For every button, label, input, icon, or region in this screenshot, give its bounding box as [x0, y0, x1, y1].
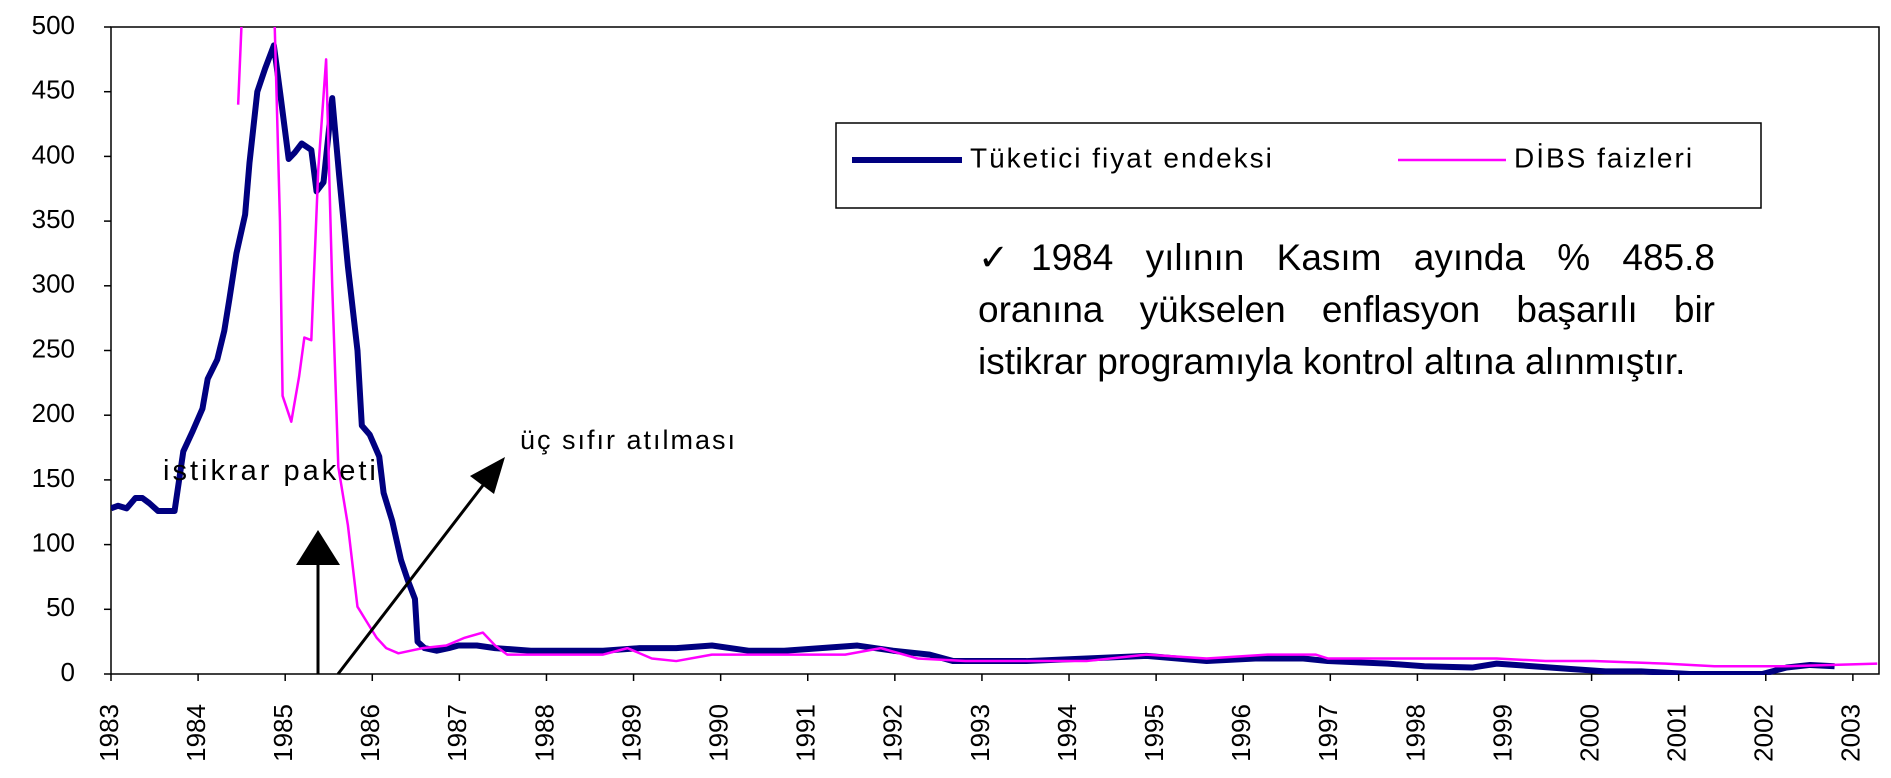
note-box: ✓1984 yılının Kasım ayında % 485.8 oranı…: [978, 237, 1715, 382]
x-tick-label: 2002: [1749, 704, 1779, 762]
legend-label: Tüketici fiyat endeksi: [970, 142, 1274, 173]
annotation: istikrar paketi: [163, 455, 379, 487]
x-tick-label: 1996: [1226, 704, 1256, 762]
y-tick-label: 0: [61, 657, 75, 687]
legend-label: DİBS faizleri: [1514, 142, 1694, 173]
x-tick-label: 1992: [878, 704, 908, 762]
y-tick-label: 300: [32, 269, 75, 299]
x-tick-label: 2003: [1836, 704, 1866, 762]
x-tick-label: 2000: [1574, 704, 1604, 762]
lines-layer: [111, 27, 1878, 675]
x-tick-label: 1985: [268, 704, 298, 762]
y-tick-label: 150: [32, 463, 75, 493]
annotation: üç sıfır atılması: [520, 425, 737, 455]
x-tick-label: 1986: [355, 704, 385, 762]
legend-box: [835, 122, 1762, 209]
x-tick-label: 1990: [704, 704, 734, 762]
x-tick-label: 1995: [1139, 704, 1169, 762]
y-tick-label: 50: [46, 592, 75, 622]
y-tick-label: 250: [32, 333, 75, 363]
note: ✓1984 yılının Kasım ayında % 485.8 oranı…: [978, 237, 1715, 382]
arrow-head: [470, 457, 505, 494]
x-tick-label: 1997: [1313, 704, 1343, 762]
series-line: [111, 42, 1835, 675]
x-tick-label: 1994: [1052, 704, 1082, 762]
x-tick-label: 1989: [616, 704, 646, 762]
x-tick-label: 1987: [442, 704, 472, 762]
y-tick-label: 200: [32, 398, 75, 428]
y-tick-label: 350: [32, 204, 75, 234]
y-tick-label: 100: [32, 527, 75, 557]
x-tick-label: 1988: [529, 704, 559, 762]
x-tick-label: 2001: [1662, 704, 1692, 762]
y-tick-label: 400: [32, 139, 75, 169]
x-tick-label: 1991: [791, 704, 821, 762]
x-tick-label: 1998: [1400, 704, 1430, 762]
y-tick-label: 450: [32, 75, 75, 105]
x-tick-label: 1999: [1487, 704, 1517, 762]
x-tick-label: 1983: [94, 704, 124, 762]
x-tick-label: 1984: [181, 704, 211, 762]
x-tick-label: 1993: [965, 704, 995, 762]
series-line: [236, 27, 1878, 668]
arrow-head: [296, 530, 340, 565]
arrow: [336, 483, 486, 675]
y-tick-label: 500: [32, 10, 75, 40]
